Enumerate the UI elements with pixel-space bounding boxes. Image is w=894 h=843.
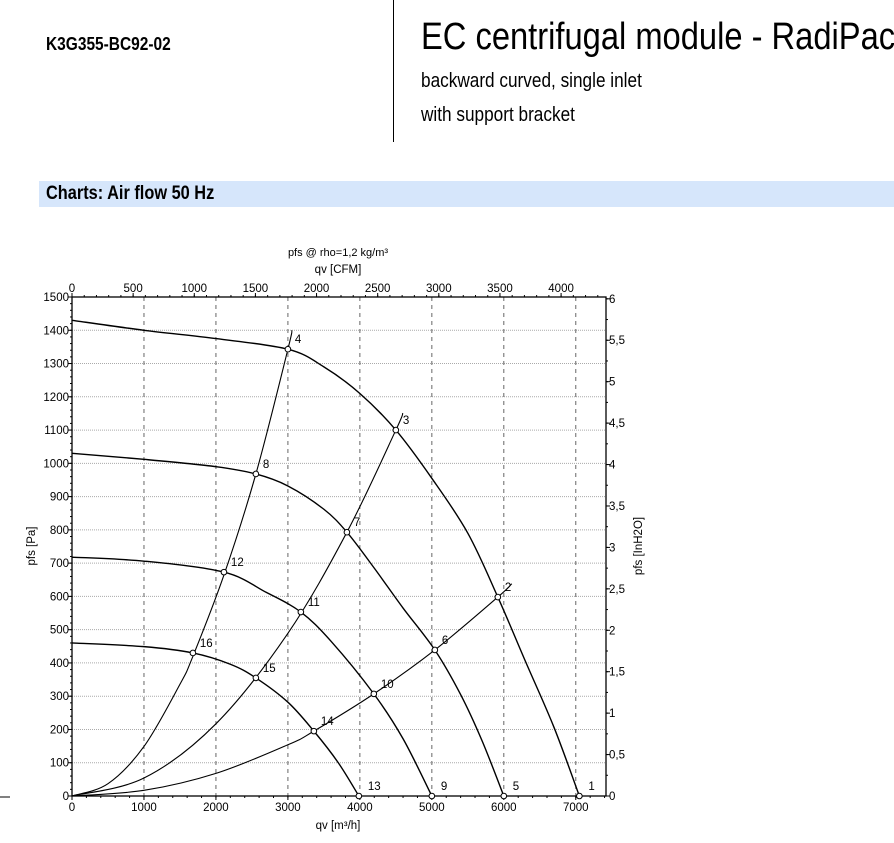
operating-point bbox=[355, 792, 363, 800]
y-tick-label: 1100 bbox=[44, 425, 69, 437]
operating-point-label: 9 bbox=[441, 781, 447, 793]
operating-point bbox=[428, 792, 436, 800]
operating-point bbox=[220, 568, 228, 576]
y-tick-label: 100 bbox=[50, 758, 69, 770]
y-tick-label: 1000 bbox=[43, 458, 69, 470]
section-band bbox=[39, 181, 894, 207]
system-curve bbox=[71, 583, 513, 797]
y2-tick-label: 1,5 bbox=[609, 667, 625, 679]
x2-tick-label: 2500 bbox=[365, 283, 391, 295]
y-tick-label: 900 bbox=[50, 492, 69, 504]
y-axis-label: pfs [Pa] bbox=[26, 527, 38, 566]
y2-tick-label: 0,5 bbox=[609, 750, 625, 762]
operating-point bbox=[189, 649, 197, 657]
plot-frame bbox=[71, 296, 607, 797]
operating-point-label: 15 bbox=[263, 663, 276, 675]
operating-point-label: 3 bbox=[403, 415, 409, 427]
y2-axis-label: pfs [InH2O] bbox=[633, 517, 645, 575]
x-tick-label: 6000 bbox=[491, 802, 517, 814]
y-tick-label: 400 bbox=[50, 658, 69, 670]
operating-point bbox=[252, 470, 260, 478]
y2-tick-label: 3,5 bbox=[609, 501, 625, 513]
x-tick-label: 5000 bbox=[419, 802, 445, 814]
y-tick-label: 1300 bbox=[43, 359, 69, 371]
y2-tick-label: 0 bbox=[609, 791, 615, 803]
operating-point-label: 5 bbox=[513, 781, 519, 793]
x2-tick-label: 0 bbox=[69, 283, 75, 295]
x-tick-label: 2000 bbox=[203, 802, 229, 814]
operating-point bbox=[431, 646, 439, 654]
operating-point-label: 7 bbox=[354, 517, 360, 529]
y-tick-label: 600 bbox=[50, 591, 69, 603]
operating-point-label: 2 bbox=[505, 582, 511, 594]
system-curve bbox=[71, 330, 293, 797]
chart-title: pfs @ rho=1,2 kg/m³ bbox=[288, 247, 388, 259]
operating-point bbox=[310, 727, 318, 735]
operating-point bbox=[297, 608, 305, 616]
x-tick-label: 7000 bbox=[563, 802, 589, 814]
x-tick-label: 1000 bbox=[131, 802, 157, 814]
y-tick-label: 200 bbox=[50, 724, 69, 736]
y-tick-label: 1500 bbox=[43, 292, 69, 304]
x2-tick-label: 3000 bbox=[426, 283, 452, 295]
y-tick-label: 1400 bbox=[43, 325, 69, 337]
operating-point-label: 11 bbox=[308, 597, 320, 609]
y2-tick-label: 2,5 bbox=[609, 584, 625, 596]
x2-tick-label: 1500 bbox=[243, 283, 269, 295]
x-tick-label: 0 bbox=[69, 802, 75, 814]
operating-point bbox=[500, 792, 508, 800]
product-title: EC centrifugal module - RadiPac bbox=[421, 16, 894, 58]
y2-tick-label: 5 bbox=[609, 377, 615, 389]
operating-point bbox=[576, 792, 583, 800]
product-subtitle-1: backward curved, single inlet bbox=[421, 70, 642, 92]
x2-tick-label: 3500 bbox=[487, 283, 513, 295]
operating-point-label: 14 bbox=[321, 716, 334, 728]
y-tick-label: 1200 bbox=[43, 392, 69, 404]
x2-tick-label: 500 bbox=[124, 283, 143, 295]
x2-axis-label: qv [CFM] bbox=[315, 264, 362, 276]
operating-point bbox=[343, 528, 351, 536]
operating-point bbox=[392, 426, 400, 434]
y-tick-label: 700 bbox=[50, 558, 69, 570]
product-subtitle-2: with support bracket bbox=[421, 104, 575, 126]
x2-tick-label: 1000 bbox=[181, 283, 207, 295]
y-tick-label: 500 bbox=[50, 625, 69, 637]
y2-tick-label: 6 bbox=[609, 294, 615, 306]
operating-point-label: 6 bbox=[442, 635, 448, 647]
x-tick-label: 4000 bbox=[347, 802, 373, 814]
x-axis-label: qv [m³/h] bbox=[316, 820, 361, 832]
operating-point-label: 10 bbox=[381, 679, 394, 691]
x-tick-label: 3000 bbox=[275, 802, 301, 814]
y-tick-label: 300 bbox=[50, 691, 69, 703]
x2-tick-label: 2000 bbox=[304, 283, 330, 295]
y2-tick-label: 1 bbox=[609, 708, 615, 720]
y-tick-label: 800 bbox=[50, 525, 69, 537]
y2-tick-label: 3 bbox=[609, 542, 615, 554]
y-tick-label: 0 bbox=[63, 791, 69, 803]
y2-tick-label: 4,5 bbox=[609, 418, 625, 430]
operating-point-label: 8 bbox=[263, 459, 269, 471]
y2-tick-label: 2 bbox=[609, 625, 615, 637]
y2-tick-label: 5,5 bbox=[609, 335, 625, 347]
operating-point bbox=[494, 593, 502, 601]
operating-point bbox=[284, 345, 292, 353]
product-model: K3G355-BC92-02 bbox=[46, 34, 171, 54]
section-title: Charts: Air flow 50 Hz bbox=[46, 183, 215, 204]
operating-point-label: 16 bbox=[200, 638, 213, 650]
operating-point-label: 12 bbox=[231, 557, 244, 569]
operating-point-label: 13 bbox=[368, 781, 381, 793]
operating-point-label: 4 bbox=[295, 334, 302, 346]
x2-tick-label: 4000 bbox=[548, 283, 574, 295]
operating-point bbox=[252, 674, 260, 682]
y2-tick-label: 4 bbox=[609, 460, 616, 472]
header-divider bbox=[393, 0, 394, 142]
operating-point bbox=[370, 690, 378, 698]
operating-point-label: 1 bbox=[588, 781, 594, 793]
system-curve bbox=[71, 412, 404, 797]
